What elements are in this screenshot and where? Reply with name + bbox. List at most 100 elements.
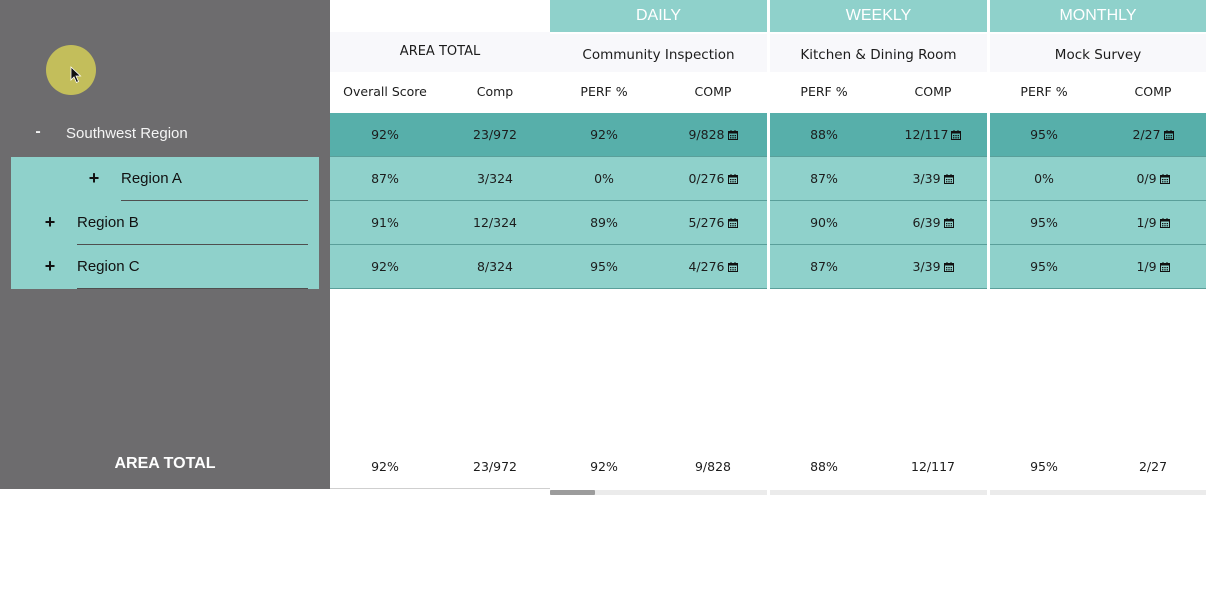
total-overall: 92%	[371, 459, 399, 474]
col-header-comp[interactable]: Comp	[476, 84, 514, 99]
cell-daily-comp[interactable]: 4/276	[658, 259, 768, 274]
cell-monthly-comp[interactable]: 1/9	[1098, 215, 1206, 230]
cell-value: 0/9	[1136, 171, 1157, 186]
cell-comp: 8/324	[440, 259, 550, 274]
total-daily-comp: 9/828	[694, 459, 732, 474]
cell-value: 92%	[371, 259, 399, 274]
cell-value: 90%	[810, 215, 838, 230]
cell-daily-comp[interactable]: 0/276	[658, 171, 768, 186]
col-header-weekly-perf[interactable]: PERF %	[800, 84, 848, 99]
cell-overall: 92%	[330, 127, 440, 142]
group-divider	[767, 113, 770, 289]
subheader-kitchen-dining: Kitchen & Dining Room	[770, 34, 987, 72]
total-weekly-comp: 12/117	[911, 459, 955, 474]
table-bottom-border	[330, 488, 550, 489]
cell-weekly-comp[interactable]: 12/117	[878, 127, 988, 142]
calendar-icon[interactable]	[943, 261, 954, 272]
cell-daily-comp[interactable]: 5/276	[658, 215, 768, 230]
cell-value: 91%	[371, 215, 399, 230]
subheader-mock-survey: Mock Survey	[990, 34, 1206, 72]
cell-monthly-comp[interactable]: 2/27	[1098, 127, 1206, 142]
cell-monthly-perf: 0%	[989, 171, 1099, 186]
scrollbar-track[interactable]	[990, 490, 1206, 495]
calendar-icon[interactable]	[727, 261, 738, 272]
calendar-icon[interactable]	[1159, 217, 1170, 228]
col-header-weekly-comp[interactable]: COMP	[914, 84, 952, 99]
total-weekly-perf: 88%	[810, 459, 838, 474]
cell-value: 87%	[810, 259, 838, 274]
col-header-daily-comp[interactable]: COMP	[694, 84, 732, 99]
cell-daily-comp[interactable]: 9/828	[658, 127, 768, 142]
tree-item-region-b[interactable]: + Region B	[11, 201, 319, 245]
cell-value: 95%	[590, 259, 618, 274]
scrollbar-track[interactable]	[770, 490, 987, 495]
total-daily-perf: 92%	[590, 459, 618, 474]
cell-value: 12/324	[473, 215, 517, 230]
cell-overall: 87%	[330, 171, 440, 186]
calendar-icon[interactable]	[1159, 261, 1170, 272]
subregion-list: + Region A + Region B + Region C	[11, 157, 319, 289]
cell-value: 95%	[1030, 215, 1058, 230]
cell-value: 8/324	[476, 259, 514, 274]
total-monthly-perf: 95%	[1030, 459, 1058, 474]
cell-overall: 92%	[330, 259, 440, 274]
cell-monthly-comp[interactable]: 0/9	[1098, 171, 1206, 186]
col-header-daily-perf[interactable]: PERF %	[580, 84, 628, 99]
expand-toggle[interactable]: +	[88, 168, 100, 188]
collapse-toggle[interactable]: -	[35, 123, 41, 140]
calendar-icon[interactable]	[943, 173, 954, 184]
cell-weekly-comp[interactable]: 3/39	[878, 171, 988, 186]
subheader-community-inspection: Community Inspection	[550, 34, 767, 72]
row-divider	[77, 244, 308, 245]
cell-value: 3/324	[476, 171, 514, 186]
cell-comp: 23/972	[440, 127, 550, 142]
cell-weekly-perf: 90%	[769, 215, 879, 230]
region-tree-panel: - Southwest Region + Region A + Region B…	[0, 0, 330, 489]
tree-item-region-a[interactable]: + Region A	[11, 157, 319, 201]
cell-daily-perf: 0%	[549, 171, 659, 186]
tree-item-region-c[interactable]: + Region C	[11, 245, 319, 289]
cell-value: 92%	[371, 127, 399, 142]
group-header-daily: DAILY	[550, 0, 767, 32]
cell-value: 5/276	[688, 215, 725, 230]
expand-toggle[interactable]: +	[44, 212, 56, 232]
col-header-monthly-perf[interactable]: PERF %	[1020, 84, 1068, 99]
calendar-icon[interactable]	[943, 217, 954, 228]
calendar-icon[interactable]	[951, 129, 962, 140]
total-monthly-comp: 2/27	[1138, 459, 1168, 474]
calendar-icon[interactable]	[1163, 129, 1174, 140]
scrollbar-thumb[interactable]	[550, 490, 595, 495]
cell-value: 12/117	[904, 127, 949, 142]
col-header-overall-score[interactable]: Overall Score	[343, 84, 427, 99]
cell-value: 1/9	[1136, 215, 1157, 230]
mouse-cursor-icon	[70, 66, 82, 84]
tree-item-label: Southwest Region	[66, 125, 188, 142]
cell-value: 1/9	[1136, 259, 1157, 274]
area-total-label: AREA TOTAL	[114, 455, 216, 472]
cell-weekly-comp[interactable]: 3/39	[878, 259, 988, 274]
calendar-icon[interactable]	[727, 129, 738, 140]
cell-weekly-comp[interactable]: 6/39	[878, 215, 988, 230]
tree-item-southwest-region[interactable]: - Southwest Region	[0, 113, 330, 156]
calendar-icon[interactable]	[727, 173, 738, 184]
area-total-header: AREA TOTAL	[330, 32, 550, 72]
cell-value: 3/39	[912, 171, 941, 186]
col-header-monthly-comp[interactable]: COMP	[1134, 84, 1172, 99]
cell-daily-perf: 89%	[549, 215, 659, 230]
cell-value: 9/828	[688, 127, 725, 142]
scrollbar-track[interactable]	[550, 490, 767, 495]
tree-item-label: Region B	[77, 214, 139, 231]
group-header-weekly: WEEKLY	[770, 0, 987, 32]
cell-monthly-comp[interactable]: 1/9	[1098, 259, 1206, 274]
calendar-icon[interactable]	[1159, 173, 1170, 184]
cell-monthly-perf: 95%	[989, 215, 1099, 230]
cell-value: 6/39	[912, 215, 941, 230]
cell-value: 95%	[1030, 127, 1058, 142]
cell-overall: 91%	[330, 215, 440, 230]
group-divider	[987, 113, 990, 289]
cell-value: 0%	[1034, 171, 1054, 186]
cell-value: 0%	[594, 171, 614, 186]
cell-weekly-perf: 88%	[769, 127, 879, 142]
expand-toggle[interactable]: +	[44, 256, 56, 276]
calendar-icon[interactable]	[727, 217, 738, 228]
